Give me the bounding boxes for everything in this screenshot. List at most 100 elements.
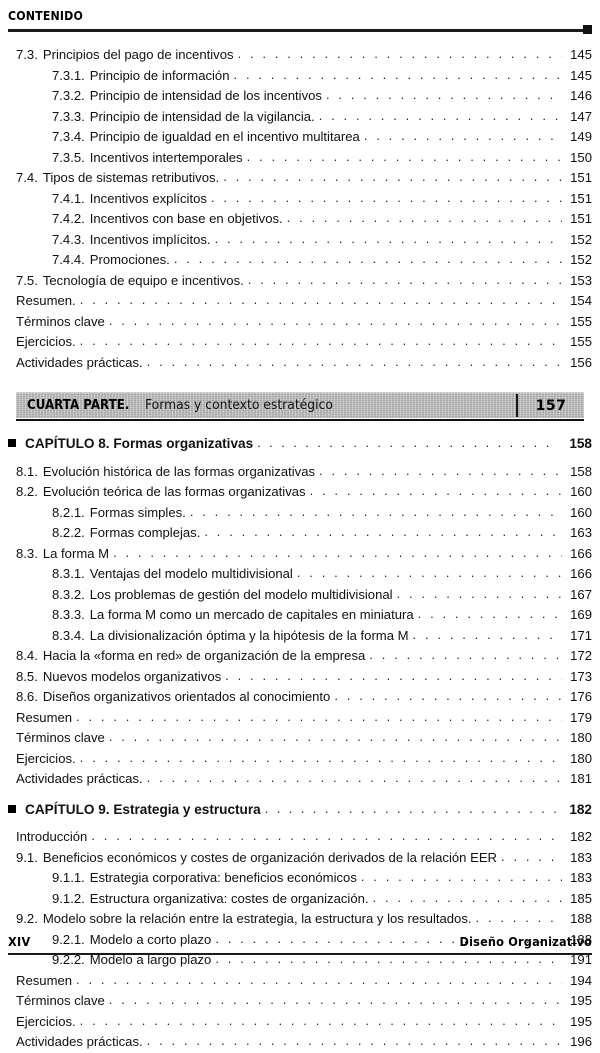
toc-entry[interactable]: 7.5.Tecnología de equipo e incentivos. 15… [8, 271, 592, 292]
toc-entry[interactable]: 7.3.2. Principio de intensidad de los inc… [8, 86, 592, 107]
toc-entry-number: 8.5. [16, 668, 38, 684]
toc-entry-page-number: 183 [570, 870, 592, 885]
toc-entry-label: Resumen. [16, 293, 76, 308]
toc-entry[interactable]: 7.4.1.Incentivos explícitos 151 [8, 189, 592, 210]
toc-group-chapter8: 8.1. Evolución histórica de las formas or… [8, 462, 592, 790]
chapter-entry-8[interactable]: CAPÍTULO 8. Formas organizativas 158 [8, 434, 592, 455]
toc-entry[interactable]: 7.3.3. Principio de intensidad de la vigi… [8, 107, 592, 128]
toc-entry-label: Actividades prácticas. [16, 771, 143, 786]
toc-entry[interactable]: Actividades prácticas. 156 [8, 353, 592, 374]
toc-entry-page-number: 183 [570, 849, 592, 865]
toc-entry-label: Términos clave [16, 993, 105, 1008]
toc-entry-page-number: 169 [570, 607, 592, 622]
dot-leader [476, 908, 562, 929]
table-of-contents: 7.3. Principios del pago de incentivos 145… [0, 45, 600, 1053]
toc-entry[interactable]: Resumen 179 [8, 708, 592, 729]
toc-entry-page-number: 191 [570, 952, 592, 967]
toc-entry-label: Ejercicios. [16, 750, 76, 766]
toc-entry[interactable]: 9.2.1.Modelo a corto plazo 188 [8, 930, 592, 951]
toc-entry[interactable]: 8.2.1.Formas simples. 160 [8, 503, 592, 524]
toc-entry[interactable]: 7.3.4. Principio de igualdad en el incent… [8, 127, 592, 148]
toc-entry-page-number: 160 [570, 504, 592, 520]
toc-entry-page-number: 195 [570, 993, 592, 1008]
dot-leader [225, 666, 562, 687]
dot-leader [76, 970, 562, 991]
toc-entry[interactable]: 8.5.Nuevos modelos organizativos 173 [8, 667, 592, 688]
toc-entry[interactable]: 8.2. Evolución teórica de las formas orga… [8, 482, 592, 503]
toc-entry[interactable]: 8.3.2. Los problemas de gestión del model… [8, 585, 592, 606]
dot-leader [147, 768, 562, 789]
toc-entry[interactable]: Ejercicios. 195 [8, 1012, 592, 1033]
dot-leader [373, 888, 562, 909]
toc-entry-label: Actividades prácticas. [16, 354, 143, 370]
dot-leader [80, 1011, 562, 1032]
toc-entry-number: 9.1.1. [52, 870, 85, 885]
toc-entry[interactable]: Ejercicios. 155 [8, 332, 592, 353]
dot-leader [265, 799, 559, 820]
toc-entry-label: Resumen [16, 709, 73, 725]
toc-entry[interactable]: 9.1.1. Estrategia corporativa: beneficios… [8, 868, 592, 889]
dot-leader [234, 65, 562, 86]
toc-entry[interactable]: 7.4. Tipos de sistemas retributivos. 151 [8, 168, 592, 189]
toc-entry-number: 8.2. [16, 484, 38, 499]
toc-entry-page-number: 188 [570, 931, 592, 947]
toc-entry[interactable]: 8.3.3. La forma M como un mercado de capi… [8, 605, 592, 626]
toc-entry[interactable]: 7.4.3.Incentivos implícitos. 152 [8, 230, 592, 251]
page-title: CONTENIDO [8, 8, 84, 23]
toc-entry-label: Incentivos intertemporales [89, 149, 243, 165]
dot-leader [91, 826, 562, 847]
toc-entry[interactable]: Resumen 194 [8, 971, 592, 992]
toc-entry[interactable]: 7.3.1.Principio de información 145 [8, 66, 592, 87]
part-name: CUARTA PARTE. [27, 398, 130, 413]
toc-entry[interactable]: Términos clave 155 [8, 312, 592, 333]
toc-entry-page-number: 151 [570, 170, 592, 185]
dot-leader [418, 604, 562, 625]
part-banner-label: CUARTA PARTE. Formas y contexto estratég… [16, 393, 516, 418]
toc-entry[interactable]: 8.1. Evolución histórica de las formas or… [8, 462, 592, 483]
toc-entry-label: Evolución histórica de las formas organi… [42, 463, 316, 479]
toc-entry[interactable]: 7.4.2. Incentivos con base en objetivos. 1… [8, 209, 592, 230]
dot-leader [257, 433, 559, 454]
toc-entry[interactable]: 7.4.4. Promociones. 152 [8, 250, 592, 271]
toc-entry[interactable]: Actividades prácticas. 181 [8, 769, 592, 790]
toc-entry[interactable]: Introducción 182 [8, 827, 592, 848]
toc-entry[interactable]: 8.3.La forma M 166 [8, 544, 592, 565]
toc-entry[interactable]: 9.1. Beneficios económicos y costes de or… [8, 848, 592, 869]
dot-leader [248, 270, 562, 291]
chapter-entry-9[interactable]: CAPÍTULO 9. Estrategia y estructura 182 [8, 800, 592, 821]
toc-entry[interactable]: 8.3.4. La divisionalización óptima y la h… [8, 626, 592, 647]
toc-entry-label: Resumen [16, 972, 73, 988]
page-header: CONTENIDO [0, 0, 600, 34]
toc-entry-label: Incentivos con base en objetivos. [89, 211, 283, 226]
toc-entry-page-number: 194 [570, 972, 592, 988]
toc-entry-label: Nuevos modelos organizativos [42, 668, 222, 684]
chapter-label: CAPÍTULO 8. Formas organizativas [25, 436, 254, 451]
toc-entry[interactable]: Términos clave 180 [8, 728, 592, 749]
toc-entry[interactable]: 8.2.2. Formas complejas. 163 [8, 523, 592, 544]
toc-entry[interactable]: 8.4. Hacia la «forma en red» de organizac… [8, 646, 592, 667]
toc-entry-page-number: 151 [570, 211, 592, 226]
toc-entry[interactable]: Ejercicios. 180 [8, 749, 592, 770]
toc-entry[interactable]: 9.2.2. Modelo a largo plazo 191 [8, 950, 592, 971]
toc-entry[interactable]: Términos clave 195 [8, 991, 592, 1012]
dot-leader [109, 990, 562, 1011]
toc-entry-label: Introducción [16, 829, 88, 844]
toc-entry-label: Ejercicios. [16, 334, 76, 349]
square-bullet-icon [8, 804, 16, 813]
toc-entry[interactable]: 9.1.2. Estructura organizativa: costes de… [8, 889, 592, 910]
part-subtitle: Formas y contexto estratégico [144, 398, 333, 413]
toc-entry[interactable]: 8.6. Diseños organizativos orientados al … [8, 687, 592, 708]
toc-entry[interactable]: 8.3.1. Ventajas del modelo multidivisiona… [8, 564, 592, 585]
toc-entry[interactable]: Actividades prácticas. 196 [8, 1032, 592, 1053]
toc-entry[interactable]: 9.2. Modelo sobre la relación entre la es… [8, 909, 592, 930]
toc-entry-page-number: 152 [570, 231, 592, 247]
toc-entry-page-number: 182 [570, 829, 592, 844]
dot-leader [147, 352, 562, 373]
toc-entry-number: 8.3. [16, 545, 38, 561]
toc-entry[interactable]: Resumen. 154 [8, 291, 592, 312]
toc-entry[interactable]: 7.3. Principios del pago de incentivos 145 [8, 45, 592, 66]
toc-entry-page-number: 158 [570, 463, 592, 479]
toc-entry-label: Principio de igualdad en el incentivo mu… [89, 129, 360, 144]
toc-entry[interactable]: 7.3.5.Incentivos intertemporales 150 [8, 148, 592, 169]
part-banner[interactable]: CUARTA PARTE. Formas y contexto estratég… [16, 392, 584, 421]
